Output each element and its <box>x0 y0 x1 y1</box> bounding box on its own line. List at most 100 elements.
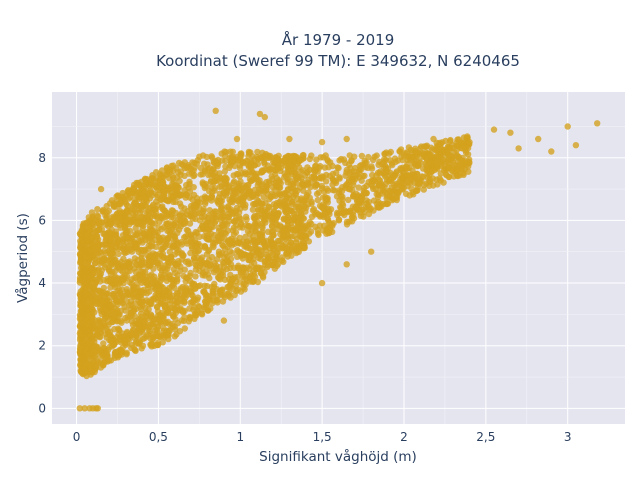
scatter-point <box>306 219 313 226</box>
x-tick-labels: 0 0,5 1 1,5 2 2,5 3 <box>73 430 572 444</box>
scatter-point <box>76 315 84 322</box>
scatter-point <box>230 218 237 225</box>
scatter-point <box>147 189 154 196</box>
scatter-point <box>163 171 171 178</box>
scatter-point <box>128 312 135 319</box>
scatter-point <box>386 157 394 164</box>
scatter-point <box>396 179 403 186</box>
scatter-point <box>143 209 150 216</box>
scatter-point <box>248 226 255 233</box>
chart-title-line-2: Koordinat (Sweref 99 TM): E 349632, N 62… <box>156 52 520 70</box>
scatter-point <box>365 153 372 161</box>
scatter-point <box>113 263 120 270</box>
scatter-point <box>226 164 233 171</box>
scatter-point <box>135 248 142 256</box>
scatter-point <box>190 201 197 209</box>
scatter-point <box>91 227 99 234</box>
x-tick-label: 1 <box>236 430 244 444</box>
scatter-point <box>93 358 101 365</box>
scatter-point <box>384 200 392 207</box>
scatter-point <box>126 258 133 265</box>
scatter-point <box>459 166 466 173</box>
scatter-point <box>221 217 228 224</box>
scatter-point <box>323 178 330 185</box>
scatter-point <box>91 368 98 376</box>
scatter-point <box>172 223 180 231</box>
scatter-point <box>417 159 424 166</box>
scatter-point <box>196 217 204 224</box>
scatter-point <box>85 360 92 367</box>
scatter-point <box>112 279 120 287</box>
scatter-point <box>230 264 238 272</box>
scatter-point <box>98 310 105 318</box>
scatter-point <box>209 292 216 300</box>
scatter-point <box>303 204 310 211</box>
scatter-point <box>191 211 198 218</box>
scatter-point <box>413 187 420 194</box>
scatter-point <box>94 405 102 412</box>
x-tick-label: 2 <box>400 430 408 444</box>
scatter-point <box>270 201 278 208</box>
scatter-point <box>342 182 350 189</box>
scatter-point <box>192 273 199 280</box>
scatter-point <box>113 221 120 228</box>
scatter-point <box>186 220 194 227</box>
scatter-point <box>145 306 152 313</box>
scatter-point <box>548 148 555 155</box>
scatter-point <box>91 352 99 359</box>
scatter-point <box>96 305 104 312</box>
scatter-point <box>272 154 279 162</box>
scatter-point <box>139 298 146 305</box>
scatter-point <box>131 255 139 262</box>
scatter-point <box>133 232 141 239</box>
scatter-point <box>94 276 101 283</box>
scatter-point <box>265 262 272 269</box>
scatter-point <box>299 181 306 188</box>
scatter-point <box>176 200 184 207</box>
scatter-point <box>171 284 178 292</box>
scatter-point <box>123 330 131 337</box>
scatter-point <box>219 286 226 293</box>
scatter-point <box>194 157 201 164</box>
scatter-point <box>420 182 428 189</box>
scatter-point <box>256 110 264 118</box>
scatter-point <box>323 185 331 192</box>
scatter-point <box>163 220 170 227</box>
scatter-point <box>85 271 92 279</box>
scatter-point <box>139 214 147 221</box>
scatter-point <box>322 152 329 159</box>
scatter-point <box>290 180 297 187</box>
scatter-point <box>437 145 445 152</box>
scatter-point <box>190 280 198 288</box>
scatter-point <box>130 190 137 197</box>
scatter-point <box>81 355 89 363</box>
scatter-point <box>256 231 263 238</box>
scatter-point <box>126 279 133 286</box>
scatter-point <box>118 286 126 293</box>
scatter-point <box>373 190 380 198</box>
scatter-point <box>466 138 473 146</box>
scatter-point <box>318 138 326 146</box>
scatter-point <box>205 171 212 179</box>
scatter-point <box>108 242 116 249</box>
scatter-point <box>182 233 189 240</box>
scatter-point <box>145 262 152 269</box>
scatter-point <box>199 272 206 279</box>
scatter-point <box>262 166 269 173</box>
scatter-point <box>316 164 323 172</box>
scatter-point <box>208 192 216 200</box>
scatter-point <box>237 288 245 295</box>
scatter-point <box>445 173 453 181</box>
scatter-point <box>143 290 151 297</box>
scatter-point <box>461 160 468 167</box>
scatter-point <box>113 297 121 304</box>
scatter-point <box>204 262 212 269</box>
x-tick-label: 0,5 <box>149 430 168 444</box>
scatter-point <box>231 291 238 299</box>
scatter-point <box>221 168 228 175</box>
scatter-point <box>428 152 436 159</box>
scatter-point <box>205 256 213 264</box>
scatter-point <box>278 196 285 204</box>
scatter-point <box>176 191 184 198</box>
scatter-point <box>212 267 219 274</box>
